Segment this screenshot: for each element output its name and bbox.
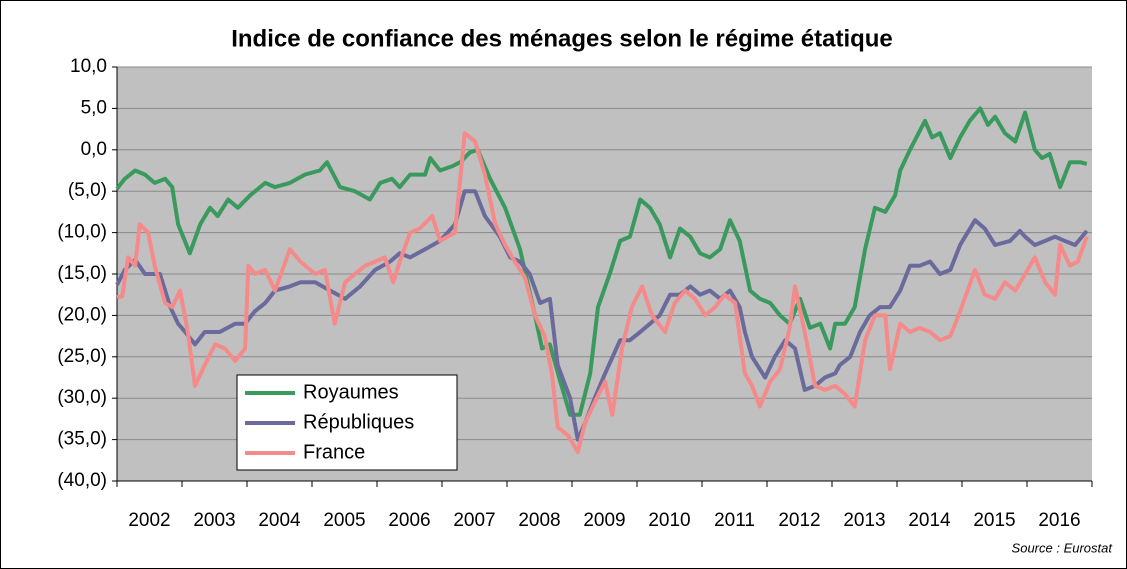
x-tick-label: 2002 (128, 510, 170, 531)
x-tick-label: 2014 (908, 510, 951, 531)
x-tick-label: 2006 (388, 510, 430, 531)
legend-label: France (303, 441, 365, 463)
x-tick-label: 2003 (193, 510, 235, 531)
series-line (115, 106, 1088, 417)
y-tick-label: 0,0 (81, 139, 107, 160)
x-tick-label: 2004 (258, 510, 301, 531)
y-tick-label: (35,0) (57, 429, 107, 450)
y-tick-label: (15,0) (57, 263, 107, 284)
x-tick-label: 2015 (973, 510, 1015, 531)
y-tick-label: (40,0) (57, 470, 107, 491)
y-tick-label: (20,0) (57, 304, 107, 325)
legend-label: Royaumes (303, 381, 399, 403)
series-line (115, 189, 1089, 442)
x-tick-label: 2010 (648, 510, 690, 531)
source: Source : Eurostat (1012, 540, 1114, 555)
y-tick-label: 5,0 (81, 97, 107, 118)
x-tick-label: 2008 (518, 510, 560, 531)
x-tick-label: 2011 (714, 510, 755, 531)
y-tick-label: (10,0) (57, 222, 107, 243)
y-tick-label: (30,0) (57, 387, 107, 408)
x-tick-label: 2013 (843, 510, 885, 531)
x-tick-label: 2012 (778, 510, 820, 531)
chart-title: Indice de confiance des ménages selon le… (231, 25, 893, 52)
legend-label: Républiques (303, 411, 414, 433)
series-line (116, 131, 1089, 454)
y-tick-label: (5,0) (68, 180, 107, 201)
y-tick-label: 10,0 (70, 56, 107, 77)
x-tick-label: 2016 (1038, 510, 1080, 531)
x-tick-label: 2007 (453, 510, 495, 531)
x-tick-label: 2009 (583, 510, 625, 531)
x-tick-label: 2005 (323, 510, 365, 531)
y-tick-label: (25,0) (57, 346, 107, 367)
